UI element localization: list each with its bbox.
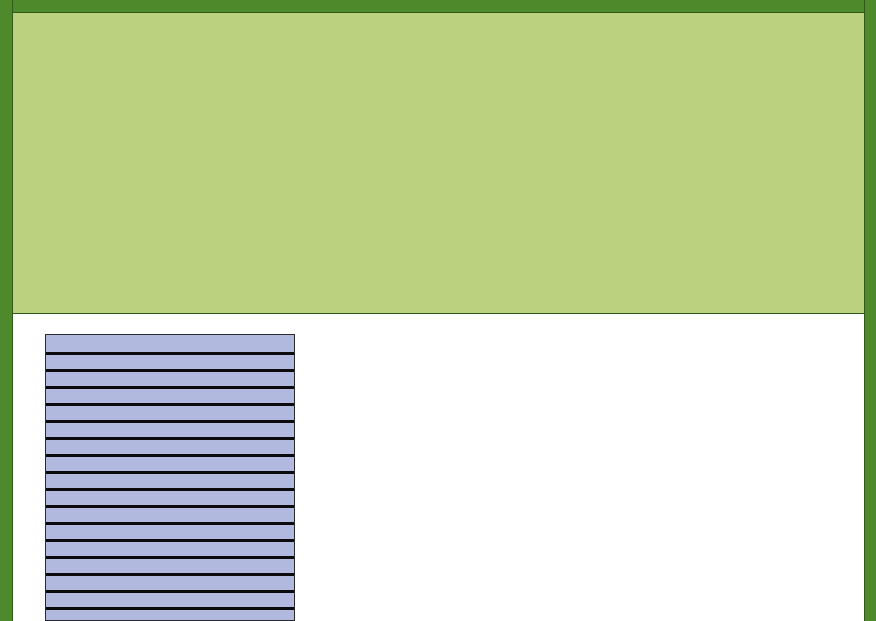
- list-item[interactable]: [46, 423, 294, 440]
- item-list[interactable]: [45, 334, 295, 621]
- list-item[interactable]: [46, 457, 294, 474]
- list-item[interactable]: [46, 525, 294, 542]
- list-item[interactable]: [46, 355, 294, 372]
- window-right-border: [864, 0, 876, 621]
- header-panel: [13, 13, 864, 314]
- list-item[interactable]: [46, 593, 294, 610]
- list-item[interactable]: [46, 491, 294, 508]
- list-item[interactable]: [46, 440, 294, 457]
- list-item[interactable]: [46, 372, 294, 389]
- list-item[interactable]: [46, 576, 294, 593]
- list-item[interactable]: [46, 474, 294, 491]
- window-top-border: [0, 0, 876, 13]
- list-item[interactable]: [46, 389, 294, 406]
- list-item[interactable]: [46, 508, 294, 525]
- list-item[interactable]: [46, 610, 294, 620]
- list-item[interactable]: [46, 335, 294, 355]
- list-item[interactable]: [46, 542, 294, 559]
- list-item[interactable]: [46, 559, 294, 576]
- window-left-border: [0, 0, 13, 621]
- list-item[interactable]: [46, 406, 294, 423]
